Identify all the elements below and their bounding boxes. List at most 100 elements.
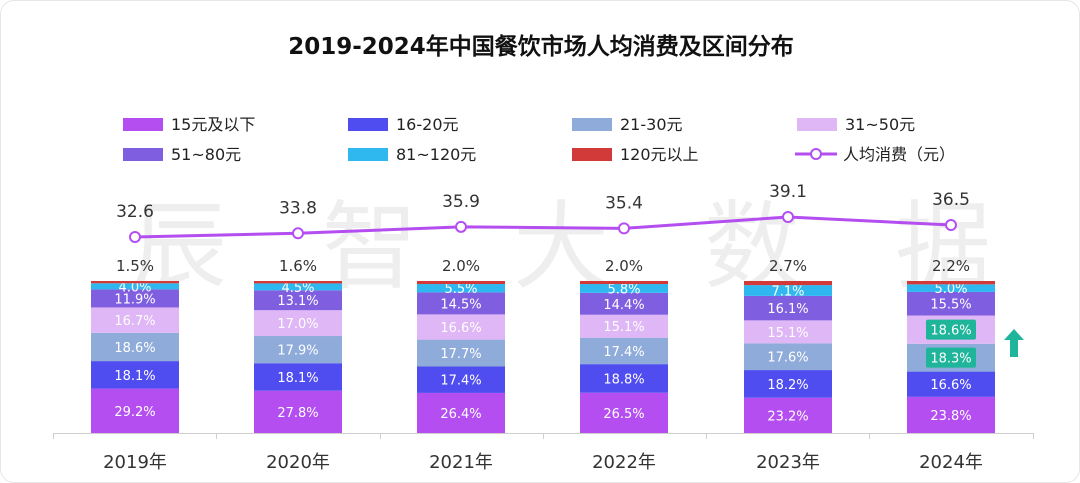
bar-segment xyxy=(254,310,342,337)
bar-segment xyxy=(907,284,995,292)
bar-segment xyxy=(580,337,668,365)
bar-segment xyxy=(744,397,832,433)
data-label: 2.0% xyxy=(605,257,643,275)
bar-segment xyxy=(91,361,179,389)
bar-segment xyxy=(91,307,179,333)
legend-label: 31~50元 xyxy=(845,115,915,134)
line-point xyxy=(945,219,957,231)
data-label: 15.5% xyxy=(930,298,971,313)
bar-segment xyxy=(254,390,342,433)
bar-segment xyxy=(580,364,668,393)
line-data-label: 36.5 xyxy=(932,190,970,210)
bar-segment xyxy=(580,292,668,315)
data-label: 5.0% xyxy=(934,282,967,297)
bar-segment xyxy=(744,320,832,344)
bar-segment xyxy=(907,396,995,433)
bar-segment xyxy=(744,343,832,371)
line-data-label: 33.8 xyxy=(279,198,317,218)
x-tick-label: 2023年 xyxy=(756,452,820,473)
bar-segment xyxy=(417,314,505,340)
bar-segment xyxy=(580,314,668,338)
line-data-label: 35.4 xyxy=(605,193,643,213)
data-label: 1.6% xyxy=(279,257,317,275)
data-label: 2.0% xyxy=(442,257,480,275)
line-point xyxy=(455,220,467,233)
legend-label: 15元及以下 xyxy=(171,115,255,134)
data-label: 18.6% xyxy=(114,341,155,356)
data-label: 29.2% xyxy=(114,405,155,420)
up-arrow-icon xyxy=(1004,329,1024,357)
line-point xyxy=(782,211,794,223)
bar-segment xyxy=(91,289,179,308)
data-label: 13.1% xyxy=(277,294,318,309)
data-label: 16.6% xyxy=(930,378,971,393)
bar-segment xyxy=(907,291,995,316)
legend-label: 81~120元 xyxy=(396,145,476,164)
legend-swatch xyxy=(123,118,163,131)
legend-line-marker xyxy=(810,148,822,160)
data-label: 1.5% xyxy=(116,257,154,275)
data-label: 18.1% xyxy=(114,369,155,384)
bar-segment xyxy=(907,281,995,285)
data-label: 18.6% xyxy=(930,324,971,339)
data-label: 17.4% xyxy=(440,374,481,389)
bar-segment xyxy=(417,281,505,285)
x-tick-label: 2022年 xyxy=(592,452,656,473)
bar-segment xyxy=(580,392,668,433)
data-label: 4.0% xyxy=(118,280,151,295)
line-point xyxy=(618,222,630,235)
data-label: 23.8% xyxy=(930,409,971,424)
bar-segment xyxy=(91,281,179,284)
legend-label: 21-30元 xyxy=(620,115,683,134)
data-label: 17.9% xyxy=(277,344,318,359)
data-label: 4.5% xyxy=(281,281,314,296)
bar-segment xyxy=(254,363,342,391)
data-label: 14.4% xyxy=(603,298,644,313)
line-data-label: 32.6 xyxy=(116,202,154,222)
data-label: 11.9% xyxy=(114,292,155,307)
line-data-label: 39.1 xyxy=(769,182,807,202)
bar-segment xyxy=(254,283,342,291)
bar-segment xyxy=(91,332,179,362)
legend-swatch xyxy=(797,118,837,131)
x-tick-label: 2019年 xyxy=(103,452,167,473)
legend-swatch xyxy=(348,118,388,131)
data-label: 5.5% xyxy=(444,282,477,297)
bar-segment xyxy=(417,339,505,367)
line-point xyxy=(129,231,141,243)
bar-segment xyxy=(907,371,995,397)
bar-segment xyxy=(254,336,342,364)
data-label: 15.1% xyxy=(767,326,808,341)
bar-segment xyxy=(417,392,505,433)
bar-segment xyxy=(580,281,668,285)
data-label: 23.2% xyxy=(767,409,808,424)
data-label: 7.1% xyxy=(771,285,804,300)
data-label: 18.3% xyxy=(930,352,971,367)
bar-segment xyxy=(744,285,832,296)
bar-segment xyxy=(91,388,179,433)
data-label: 16.7% xyxy=(114,314,155,329)
bar-segment xyxy=(744,281,832,286)
legend-swatch xyxy=(348,148,388,161)
data-label: 27.8% xyxy=(277,406,318,421)
data-label: 2.7% xyxy=(769,257,807,275)
legend-swatch xyxy=(123,148,163,161)
legend-label: 120元以上 xyxy=(620,145,699,164)
data-label: 5.8% xyxy=(607,282,640,297)
bar-segment xyxy=(417,292,505,315)
bar-segment xyxy=(417,366,505,393)
data-label: 15.1% xyxy=(603,320,644,335)
line-point xyxy=(292,227,304,240)
data-label: 17.7% xyxy=(440,347,481,362)
bar-segment xyxy=(744,295,832,321)
legend-label: 16-20元 xyxy=(396,115,459,134)
data-label: 26.4% xyxy=(440,407,481,422)
bar-segment xyxy=(91,283,179,290)
data-label: 17.4% xyxy=(603,345,644,360)
bar-segment xyxy=(254,281,342,284)
highlight-box xyxy=(926,347,976,368)
legend-swatch xyxy=(572,118,612,131)
data-label: 17.6% xyxy=(767,351,808,366)
data-label: 14.5% xyxy=(440,297,481,312)
bar-segment xyxy=(417,284,505,293)
